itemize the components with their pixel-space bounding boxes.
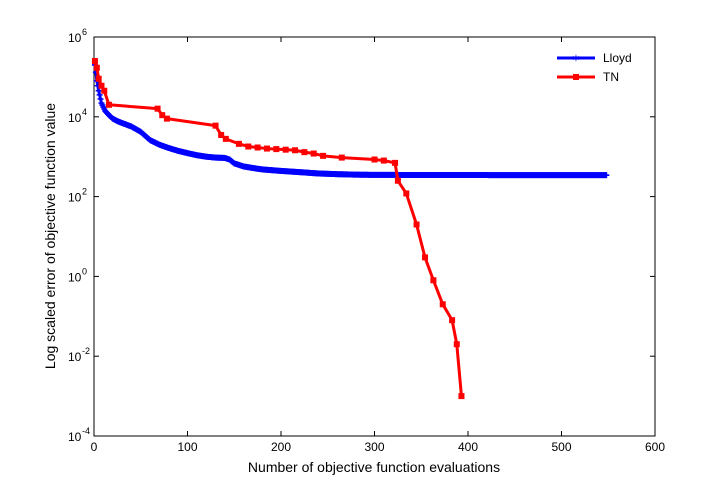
- lloyd-point: [603, 172, 610, 179]
- series-layer: [91, 58, 610, 400]
- tn-point: [222, 135, 229, 142]
- tn-point: [212, 122, 219, 129]
- tn-point: [413, 221, 420, 228]
- tn-point: [254, 144, 261, 151]
- lloyd-point: [97, 96, 104, 103]
- legend-label-lloyd: Lloyd: [603, 51, 632, 65]
- x-tick-label: 100: [177, 440, 197, 454]
- x-tick-label: 200: [271, 440, 291, 454]
- tn-point: [394, 177, 401, 184]
- tn-point: [98, 82, 105, 89]
- legend-label-tn: TN: [603, 70, 619, 84]
- tn-point: [430, 277, 437, 284]
- x-axis-label: Number of objective function evaluations: [248, 459, 500, 475]
- tn-point: [380, 157, 387, 164]
- y-tick-label: 10: [68, 350, 82, 364]
- y-tick-exponent: -2: [82, 346, 90, 356]
- tn-point: [320, 152, 327, 159]
- tn-point: [301, 149, 308, 156]
- series-tn: [91, 58, 465, 400]
- y-tick-label: 10: [68, 191, 82, 205]
- tn-point: [371, 156, 378, 163]
- legend-marker-tn: [573, 74, 579, 80]
- tn-point: [235, 140, 242, 147]
- y-tick-label: 10: [68, 111, 82, 125]
- tn-point: [338, 154, 345, 161]
- tn-point: [159, 112, 166, 119]
- tn-point: [403, 190, 410, 197]
- y-tick-exponent: 6: [82, 27, 87, 37]
- x-tick-label: 400: [458, 440, 478, 454]
- tn-point: [263, 145, 270, 152]
- y-tick-label: 10: [68, 31, 82, 45]
- tn-point: [449, 317, 456, 324]
- tn-point: [273, 146, 280, 153]
- tn-point: [91, 58, 98, 65]
- tn-point: [93, 64, 100, 71]
- tn-point: [421, 254, 428, 261]
- series-lloyd: [91, 61, 610, 179]
- x-tick-label: 500: [551, 440, 571, 454]
- tn-point: [163, 115, 170, 122]
- legend-marker-lloyd: ✶: [571, 52, 580, 65]
- tn-point: [310, 150, 317, 157]
- y-tick-exponent: -4: [82, 426, 90, 436]
- x-tick-label: 0: [91, 440, 98, 454]
- y-tick-label: 10: [68, 270, 82, 284]
- tn-point: [439, 301, 446, 308]
- x-tick-label: 600: [645, 440, 665, 454]
- legend-box: [551, 45, 649, 89]
- plot-area: [93, 36, 656, 437]
- y-tick-exponent: 2: [82, 187, 87, 197]
- legend: ✶ Lloyd TN: [551, 45, 649, 89]
- y-axis-label: Log scaled error of objective function v…: [42, 103, 58, 369]
- tn-point: [101, 87, 108, 94]
- tn-point: [218, 131, 225, 138]
- tn-point: [105, 101, 112, 108]
- x-tick-label: 300: [364, 440, 384, 454]
- tn-point: [245, 143, 252, 150]
- tn-point: [458, 393, 465, 400]
- lloyd-point: [96, 91, 103, 98]
- y-tick-exponent: 0: [82, 266, 87, 276]
- tn-point: [453, 341, 460, 348]
- tn-point: [392, 159, 399, 166]
- y-tick-exponent: 4: [82, 107, 87, 117]
- y-tick-label: 10: [68, 430, 82, 444]
- tn-point: [282, 146, 289, 153]
- tn-point: [154, 105, 161, 112]
- tn-point: [95, 75, 102, 82]
- tn-point: [292, 147, 299, 154]
